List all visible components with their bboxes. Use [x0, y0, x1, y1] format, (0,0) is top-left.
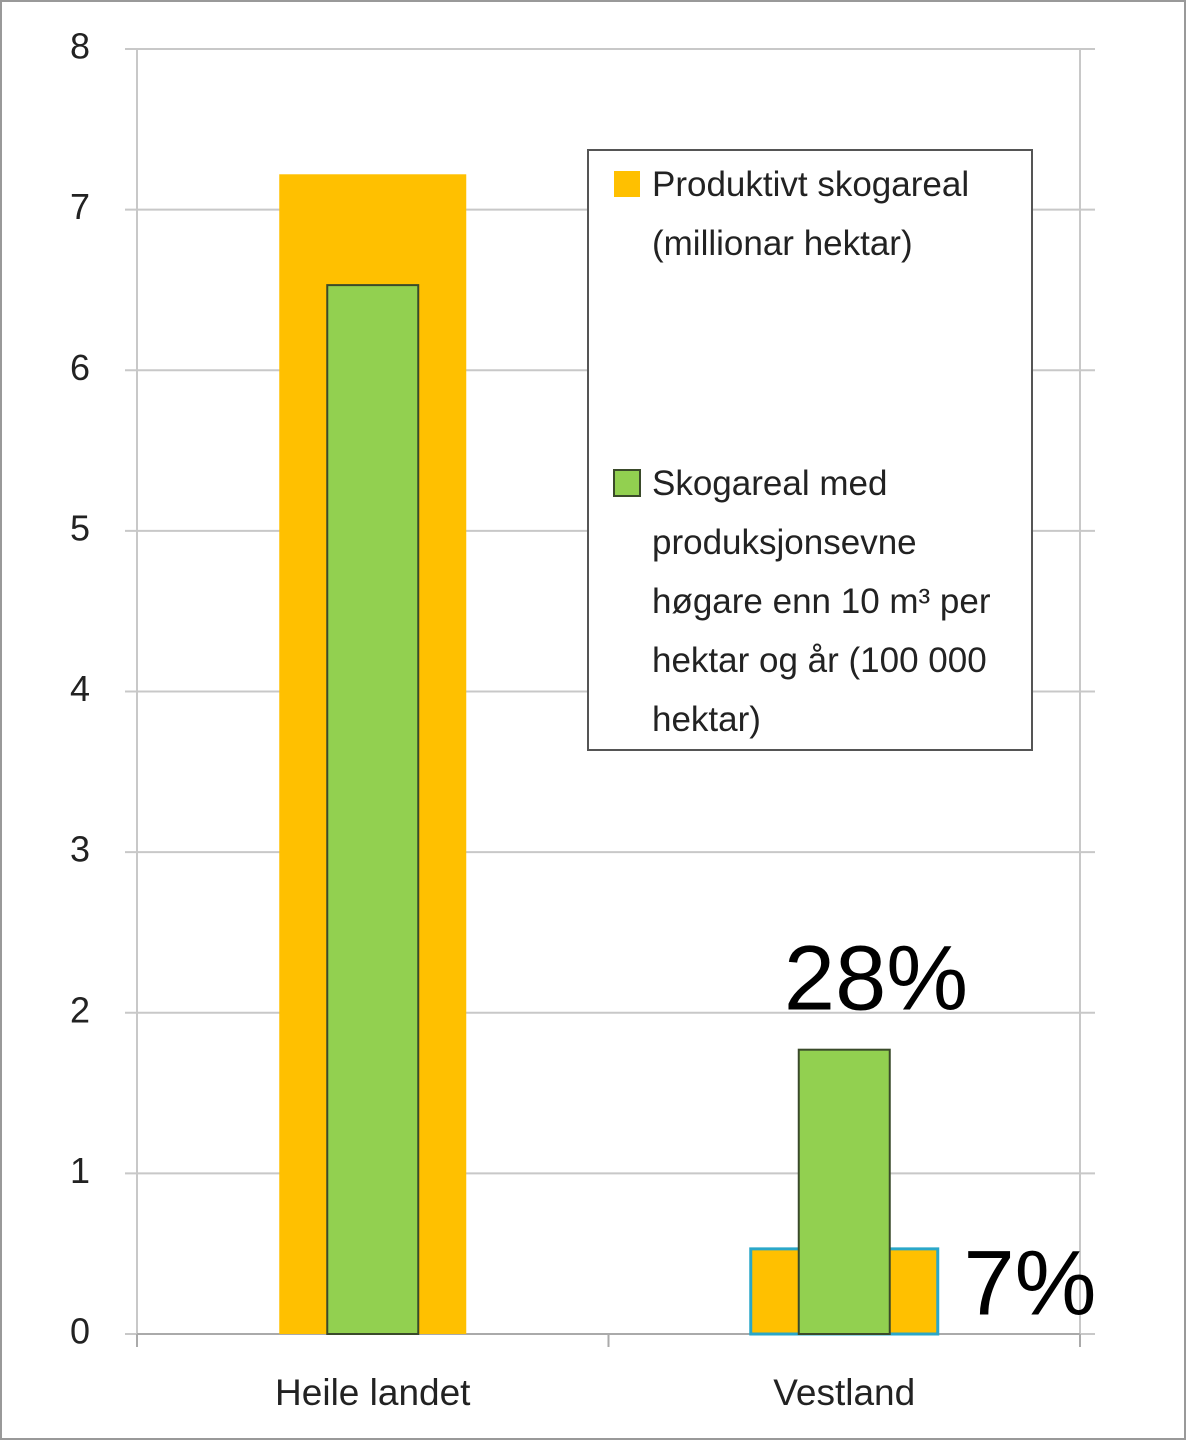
- legend-label: Produktivt skogareal (millionar hektar): [652, 165, 970, 263]
- bar: [326, 284, 420, 1335]
- annotation: 28%: [784, 927, 968, 1029]
- x-tick-label: Heile landet: [275, 1372, 471, 1413]
- legend-item: Skogareal med produksjonsevne høgare enn…: [652, 464, 991, 739]
- legend-label: Skogareal med produksjonsevne høgare enn…: [652, 464, 991, 739]
- y-tick-label: 8: [70, 26, 90, 67]
- bar: [797, 1048, 891, 1335]
- y-tick-label: 5: [70, 507, 90, 548]
- y-tick-label: 3: [70, 829, 90, 870]
- annotation: 7%: [964, 1232, 1097, 1334]
- y-tick-label: 1: [70, 1150, 90, 1191]
- y-tick-label: 7: [70, 186, 90, 227]
- legend-swatch: [614, 171, 640, 197]
- legend-box: [587, 149, 1033, 751]
- legend-swatch: [613, 469, 641, 497]
- y-tick-label: 6: [70, 347, 90, 388]
- y-tick-label: 0: [70, 1311, 90, 1352]
- x-tick-label: Vestland: [773, 1372, 915, 1413]
- legend-item: Produktivt skogareal (millionar hektar): [652, 165, 970, 263]
- y-tick-label: 2: [70, 989, 90, 1030]
- y-tick-label: 4: [70, 668, 90, 709]
